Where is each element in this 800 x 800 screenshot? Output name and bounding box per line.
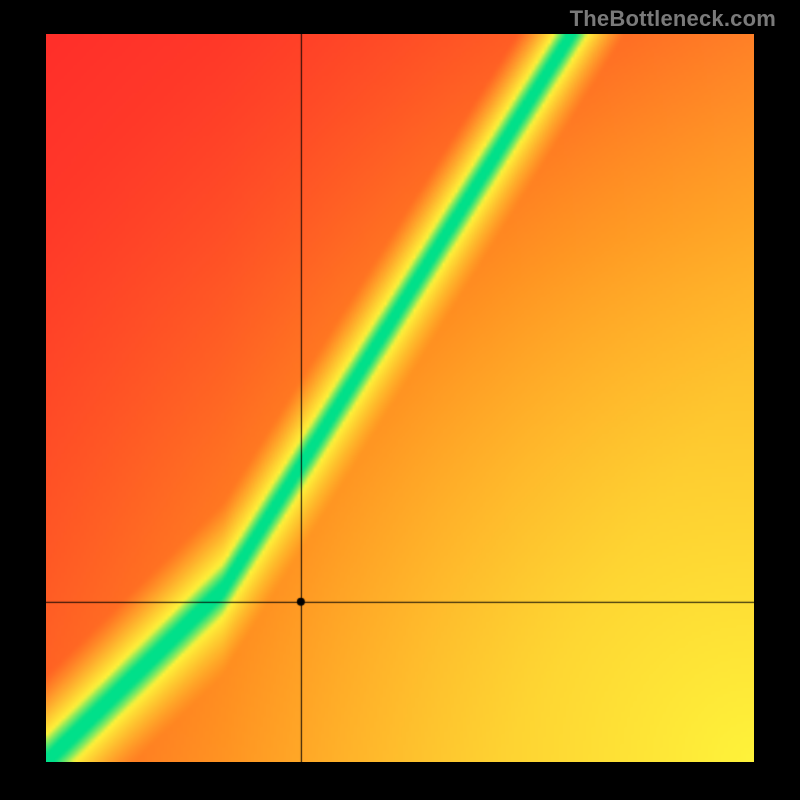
watermark-text: TheBottleneck.com — [570, 6, 776, 32]
heatmap-plot-area — [46, 34, 754, 762]
crosshair-overlay — [46, 34, 754, 762]
bottleneck-heatmap-frame: TheBottleneck.com — [0, 0, 800, 800]
